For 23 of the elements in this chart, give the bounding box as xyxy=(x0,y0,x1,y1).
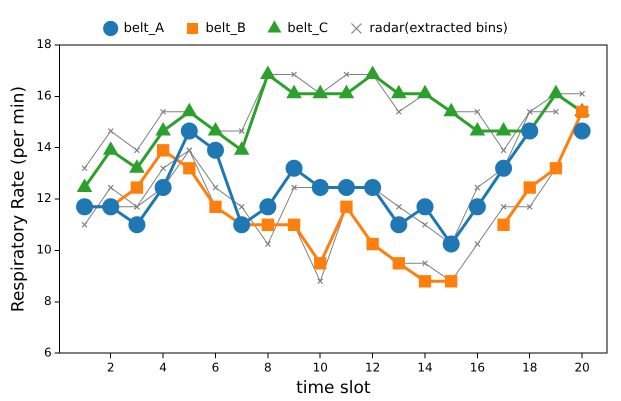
x-axis-title: time slot xyxy=(296,378,371,398)
x-tick-label: 16 xyxy=(470,360,486,375)
x-tick-label: 4 xyxy=(159,360,167,375)
legend-label: belt_B xyxy=(206,20,246,36)
x-tick-label: 10 xyxy=(312,360,328,375)
y-tick-label: 16 xyxy=(36,88,52,102)
y-axis-title: Respiratory Rate (per min) xyxy=(8,86,29,312)
legend-label: radar(extracted bins) xyxy=(369,20,508,36)
y-tick-label: 18 xyxy=(36,37,52,52)
x-tick-label: 18 xyxy=(522,360,538,375)
y-tick-label: 6 xyxy=(44,345,52,360)
x-tick-label: 2 xyxy=(106,360,115,375)
y-tick-label: 10 xyxy=(36,242,52,257)
x-tick-label: 12 xyxy=(364,360,380,375)
y-tick-label: 12 xyxy=(36,191,52,206)
legend-label: belt_A xyxy=(124,20,164,36)
x-tick-label: 14 xyxy=(417,360,433,375)
x-tick-label: 8 xyxy=(264,360,272,375)
y-tick-label: 8 xyxy=(44,294,52,308)
y-tick-label: 14 xyxy=(36,140,52,154)
legend-label: belt_C xyxy=(287,20,328,36)
x-tick-label: 6 xyxy=(212,360,220,375)
x-tick-label: 20 xyxy=(574,360,590,375)
